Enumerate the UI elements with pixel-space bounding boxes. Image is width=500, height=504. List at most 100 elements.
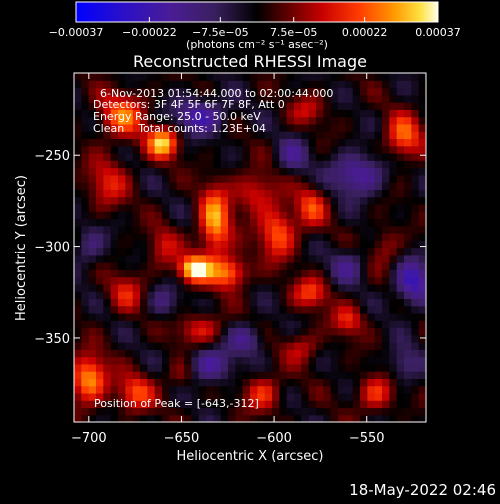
heatmap-cell: [367, 400, 376, 409]
heatmap-cell: [272, 167, 280, 176]
heatmap-cell: [301, 102, 310, 110]
heatmap-cell: [176, 167, 185, 176]
heatmap-cell: [279, 123, 288, 132]
heatmap-cell: [147, 174, 156, 183]
heatmap-cell: [396, 342, 405, 350]
heatmap-cell: [367, 167, 376, 176]
heatmap-cell: [169, 138, 178, 147]
heatmap-cell: [74, 160, 82, 169]
heatmap-cell: [162, 283, 170, 292]
heatmap-cell: [411, 102, 420, 110]
heatmap-cell: [81, 138, 90, 147]
heatmap-cell: [235, 94, 244, 103]
heatmap-cell: [154, 102, 163, 110]
heatmap-cell: [374, 371, 383, 379]
heatmap-cell: [308, 203, 317, 212]
heatmap-cell: [220, 283, 229, 292]
heatmap-cell: [257, 342, 266, 350]
heatmap-cell: [118, 247, 126, 256]
heatmap-cell: [264, 203, 273, 212]
heatmap-cell: [352, 167, 361, 176]
heatmap-cell: [96, 102, 104, 110]
heatmap-cell: [360, 356, 368, 365]
heatmap-cell: [250, 342, 258, 350]
heatmap-cell: [169, 342, 178, 350]
heatmap-cell: [250, 334, 258, 343]
heatmap-cell: [411, 305, 420, 314]
heatmap-cell: [242, 87, 251, 96]
heatmap-cell: [382, 327, 390, 336]
heatmap-cell: [316, 254, 324, 263]
heatmap-cell: [184, 102, 192, 110]
heatmap-cell: [264, 392, 273, 401]
heatmap-cell: [257, 80, 266, 89]
heatmap-cell: [264, 363, 273, 372]
heatmap-cell: [88, 218, 97, 227]
heatmap-cell: [132, 371, 141, 379]
heatmap-cell: [418, 116, 426, 125]
heatmap-cell: [338, 73, 346, 81]
heatmap-cell: [323, 291, 332, 299]
heatmap-cell: [382, 254, 390, 263]
heatmap-cell: [330, 189, 339, 198]
heatmap-cell: [235, 312, 244, 321]
heatmap-cell: [257, 87, 266, 96]
heatmap-cell: [360, 414, 368, 422]
heatmap-cell: [125, 349, 134, 358]
heatmap-cell: [257, 305, 266, 314]
heatmap-cell: [74, 269, 82, 278]
heatmap-cell: [250, 182, 258, 190]
heatmap-cell: [316, 182, 324, 190]
heatmap-cell: [286, 327, 295, 336]
heatmap-cell: [213, 385, 222, 394]
heatmap-cell: [206, 305, 214, 314]
heatmap-cell: [301, 269, 310, 278]
heatmap-cell: [74, 414, 82, 422]
heatmap-cell: [411, 240, 420, 249]
heatmap-cell: [301, 211, 310, 220]
heatmap-cell: [396, 102, 405, 110]
heatmap-cell: [118, 87, 126, 96]
heatmap-cell: [162, 312, 170, 321]
heatmap-cell: [308, 73, 317, 81]
heatmap-cell: [184, 254, 192, 263]
heatmap-cell: [352, 145, 361, 154]
heatmap-cell: [88, 320, 97, 329]
heatmap-cell: [184, 400, 192, 409]
heatmap-cell: [184, 269, 192, 278]
heatmap-cell: [250, 283, 258, 292]
heatmap-cell: [191, 240, 200, 249]
heatmap-cell: [110, 269, 119, 278]
heatmap-cell: [418, 123, 426, 132]
heatmap-cell: [191, 225, 200, 234]
heatmap-cell: [404, 232, 412, 241]
heatmap-cell: [352, 262, 361, 270]
heatmap-cell: [147, 203, 156, 212]
heatmap-cell: [272, 211, 280, 220]
heatmap-cell: [206, 167, 214, 176]
heatmap-cell: [184, 378, 192, 387]
heatmap-cell: [235, 327, 244, 336]
heatmap-cell: [132, 342, 141, 350]
heatmap-cell: [220, 385, 229, 394]
heatmap-cell: [110, 356, 119, 365]
heatmap-cell: [176, 87, 185, 96]
heatmap-cell: [411, 247, 420, 256]
heatmap-cell: [367, 152, 376, 161]
heatmap-cell: [272, 320, 280, 329]
heatmap-cell: [301, 240, 310, 249]
heatmap-cell: [235, 291, 244, 299]
heatmap-cell: [235, 80, 244, 89]
heatmap-cell: [125, 407, 134, 416]
heatmap-cell: [418, 109, 426, 118]
heatmap-cell: [301, 73, 310, 81]
heatmap-cell: [110, 334, 119, 343]
plot-frame: [73, 72, 427, 423]
heatmap-cell: [382, 247, 390, 256]
heatmap-cell: [316, 123, 324, 132]
heatmap-cell: [257, 160, 266, 169]
heatmap-cell: [147, 152, 156, 161]
heatmap-cell: [308, 378, 317, 387]
heatmap-cell: [125, 291, 134, 299]
heatmap-cell: [125, 87, 134, 96]
